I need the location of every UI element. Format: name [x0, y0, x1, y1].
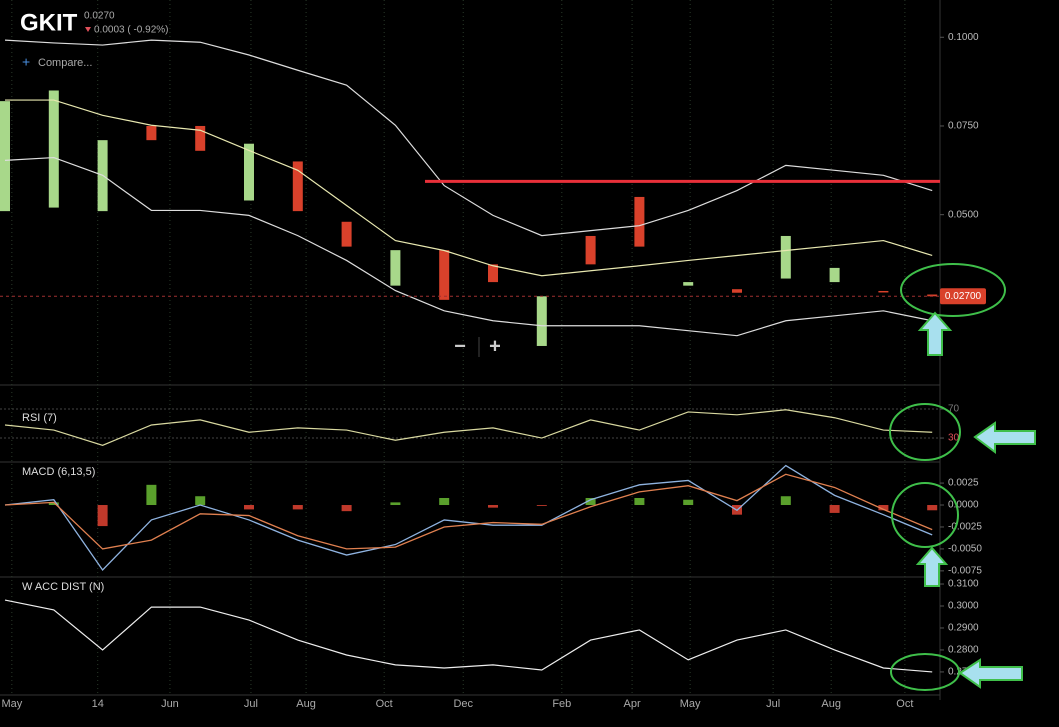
y-tick-label: 0.2900 [948, 623, 979, 634]
candle [488, 264, 498, 283]
y-tick-label: 0.3100 [948, 579, 979, 590]
y-tick-label: 0.3000 [948, 601, 979, 612]
candle [292, 161, 303, 212]
hist-bar [439, 497, 450, 506]
hist-bar [146, 484, 157, 506]
hist-bar [683, 499, 694, 506]
candle [878, 290, 889, 293]
zoom-out[interactable]: − [454, 335, 466, 357]
candle [48, 90, 59, 208]
circle [889, 403, 961, 461]
hist-bar [829, 505, 840, 513]
candle [195, 125, 206, 151]
panel-title: MACD (6,13,5) [22, 466, 95, 478]
circle [900, 263, 1006, 317]
circle [891, 482, 959, 548]
panel-title: W ACC DIST (N) [22, 581, 104, 593]
line [4, 464, 933, 571]
y-tick-label: 0.0000 [948, 500, 979, 511]
hist-bar [48, 502, 59, 506]
y-tick-label: -0.0025 [948, 522, 982, 533]
x-tick-label: Aug [296, 698, 316, 710]
candle [732, 289, 742, 293]
hist-bar [536, 505, 547, 506]
hist-bar [780, 496, 791, 506]
y-tick-label: 30 [948, 433, 960, 444]
candle [829, 267, 840, 283]
hist-bar [878, 505, 889, 511]
hist-bar [488, 505, 498, 508]
band-line [4, 156, 933, 337]
y-tick-label: 0.0500 [948, 209, 979, 220]
x-tick-label: Apr [624, 698, 641, 710]
band-line [4, 39, 933, 237]
y-tick-label: 0.0750 [948, 121, 979, 132]
x-tick-label: Oct [896, 698, 913, 710]
line [4, 409, 933, 446]
arrow [917, 311, 953, 356]
line [4, 473, 933, 550]
x-tick-label: 14 [92, 698, 104, 710]
x-tick-label: Aug [821, 698, 841, 710]
panel-title: RSI (7) [22, 412, 57, 424]
candle [390, 250, 401, 286]
symbol: GKIT [20, 9, 78, 36]
circle [890, 653, 960, 691]
arrow [973, 421, 1036, 454]
last-price-label: 0.02700 [945, 291, 982, 302]
hist-bar [195, 496, 206, 506]
candle [439, 250, 450, 300]
candle [585, 235, 596, 265]
x-tick-label: Oct [376, 698, 393, 710]
y-tick-label: 70 [948, 404, 960, 415]
y-tick-label: 0.0025 [948, 478, 979, 489]
candle [341, 221, 352, 247]
candle [780, 235, 791, 279]
hist-bar [927, 505, 938, 511]
hist-bar [341, 505, 352, 512]
arrow [915, 546, 949, 587]
hist-bar [390, 502, 401, 506]
x-tick-label: May [680, 698, 701, 710]
band-line [5, 99, 933, 277]
price: 0.0270 [84, 11, 115, 22]
last-price-box [940, 288, 986, 305]
candle [0, 101, 10, 212]
hist-bar [585, 497, 596, 506]
compare-plus[interactable]: + [22, 54, 30, 70]
down-icon [85, 27, 91, 32]
x-tick-label: Jul [766, 698, 780, 710]
x-tick-label: Jun [161, 698, 179, 710]
hist-bar [634, 497, 645, 506]
compare[interactable]: Compare... [38, 57, 92, 69]
x-tick-label: Jul [244, 698, 258, 710]
hist-bar [97, 505, 108, 527]
arrow [958, 658, 1023, 689]
hist-bar [292, 505, 303, 510]
candle [146, 125, 157, 141]
candle [634, 196, 645, 247]
hist-bar [244, 505, 254, 510]
y-tick-label: 0.2800 [948, 645, 979, 656]
zoom-in[interactable]: + [489, 335, 501, 357]
line [4, 599, 933, 673]
y-tick-label: 0.1000 [948, 32, 979, 43]
candle [927, 294, 938, 297]
y-tick-label: -0.0075 [948, 565, 982, 576]
x-tick-label: Feb [552, 698, 571, 710]
annotations [889, 263, 1036, 691]
candle [244, 143, 254, 201]
candle [683, 282, 694, 286]
change: 0.0003 ( -0.92%) [94, 25, 169, 36]
candle [536, 296, 547, 346]
y-tick-label: -0.0050 [948, 544, 982, 555]
x-tick-label: Dec [453, 698, 473, 710]
x-tick-label: May [1, 698, 22, 710]
